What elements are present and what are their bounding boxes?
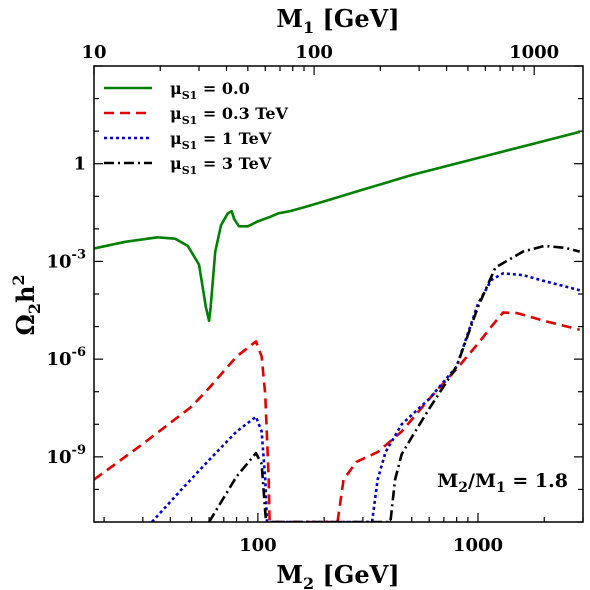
series-line-1 [94,311,581,522]
x-tick-label: 100 [239,535,277,556]
tick-labels: 100 1000 10 100 1000 10-9 10-6 10-3 1 [46,42,559,556]
legend-label: μS1 = 1 TeV [170,129,272,152]
legend-label: μS1 = 3 TeV [170,154,272,177]
top-x-tick-label: 1000 [509,42,559,63]
y-axis-title: Ω2h2 [9,274,44,335]
top-x-axis-title: M1 [GeV] [276,4,399,37]
series-line-0 [94,130,581,323]
tick-marks [93,65,584,523]
y-tick-label: 10-3 [46,247,86,272]
y-tick-label: 10-6 [46,345,86,370]
y-tick-label: 1 [73,154,86,175]
legend-label: μS1 = 0.3 TeV [170,104,289,127]
ratio-annotation: M2/M1 = 1.8 [437,470,568,496]
series-line-2 [150,272,581,522]
curves [94,130,581,522]
y-tick-label: 10-9 [46,443,86,468]
plot-frame [93,65,584,523]
top-x-tick-label: 10 [81,42,106,63]
x-axis-title: M2 [GeV] [276,560,399,590]
legend-label: μS1 = 0.0 [170,79,250,102]
top-x-tick-label: 100 [295,42,333,63]
x-tick-label: 1000 [453,535,503,556]
